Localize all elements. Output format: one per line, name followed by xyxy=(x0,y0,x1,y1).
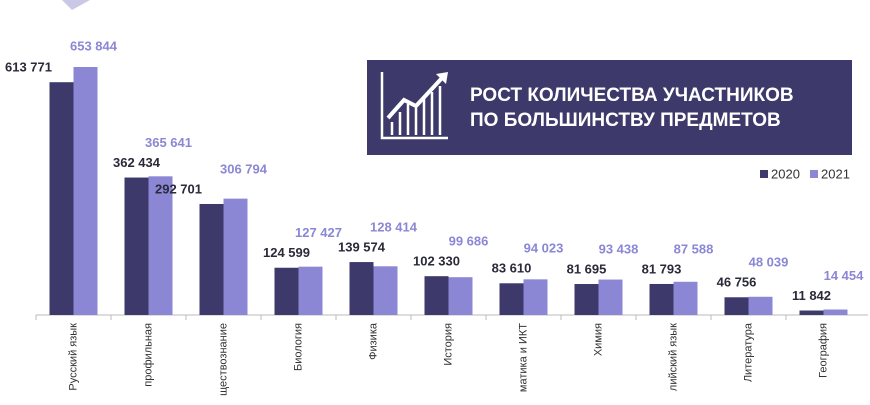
value-label: 613 771 xyxy=(5,60,52,75)
bar xyxy=(73,67,98,315)
value-label: 102 330 xyxy=(413,254,460,269)
x-tick-label: лийский язык xyxy=(667,323,679,391)
legend-label: 2021 xyxy=(821,166,850,181)
value-label: 11 842 xyxy=(792,288,831,303)
x-tick-label: География xyxy=(817,323,829,378)
logo-fragment xyxy=(62,0,90,10)
callout-text: ПО БОЛЬШИНСТВУ ПРЕДМЕТОВ xyxy=(470,110,781,131)
x-tick-label: ществознание xyxy=(217,323,229,396)
value-label: 127 427 xyxy=(295,225,342,240)
value-label: 99 686 xyxy=(449,234,489,249)
bar xyxy=(499,283,524,315)
value-label: 365 641 xyxy=(145,135,192,150)
value-label: 362 434 xyxy=(113,155,161,170)
callout-text: РОСТ КОЛИЧЕСТВА УЧАСТНИКОВ xyxy=(470,85,794,106)
growth-icon xyxy=(380,72,448,140)
bar xyxy=(823,309,848,315)
value-label: 83 610 xyxy=(492,261,532,276)
bar xyxy=(523,279,548,315)
value-label: 81 695 xyxy=(567,261,607,276)
legend-swatch xyxy=(810,170,818,178)
value-label: 81 793 xyxy=(642,261,682,276)
value-label: 87 588 xyxy=(674,241,714,256)
bar xyxy=(673,281,698,315)
value-label: 292 701 xyxy=(155,181,202,196)
value-label: 128 414 xyxy=(370,219,418,234)
x-tick-label: Химия xyxy=(592,323,604,356)
bar xyxy=(748,296,773,315)
bar xyxy=(649,283,674,315)
bar xyxy=(574,284,599,315)
bar xyxy=(298,266,323,315)
value-label: 653 844 xyxy=(70,38,118,53)
value-label: 48 039 xyxy=(749,255,789,270)
value-label: 306 794 xyxy=(220,161,268,176)
value-label: 14 454 xyxy=(824,268,865,283)
value-label: 124 599 xyxy=(263,245,310,260)
x-tick-label: Физика xyxy=(367,322,379,360)
bar xyxy=(373,266,398,315)
bar xyxy=(349,262,374,315)
x-tick-label: матика и ИКТ xyxy=(517,323,529,392)
bar xyxy=(448,277,473,315)
bar xyxy=(274,267,299,315)
bar xyxy=(49,82,74,315)
x-tick-label: Русский язык xyxy=(67,323,79,391)
value-label: 94 023 xyxy=(524,241,564,256)
x-tick-label: Биология xyxy=(292,323,304,371)
bar xyxy=(724,297,749,315)
legend-swatch xyxy=(760,170,768,178)
bar xyxy=(424,276,449,315)
legend-label: 2020 xyxy=(771,166,800,181)
value-label: 46 756 xyxy=(717,275,757,290)
bar xyxy=(598,279,623,315)
value-label: 139 574 xyxy=(338,239,386,254)
bar xyxy=(148,176,173,315)
bar xyxy=(199,203,224,315)
bar xyxy=(124,177,149,315)
value-label: 93 438 xyxy=(599,241,639,256)
x-tick-label: История xyxy=(442,323,454,366)
bar xyxy=(223,198,248,315)
bar xyxy=(799,310,824,315)
x-tick-label: профильная xyxy=(142,323,154,387)
x-tick-label: Литература xyxy=(742,322,754,382)
